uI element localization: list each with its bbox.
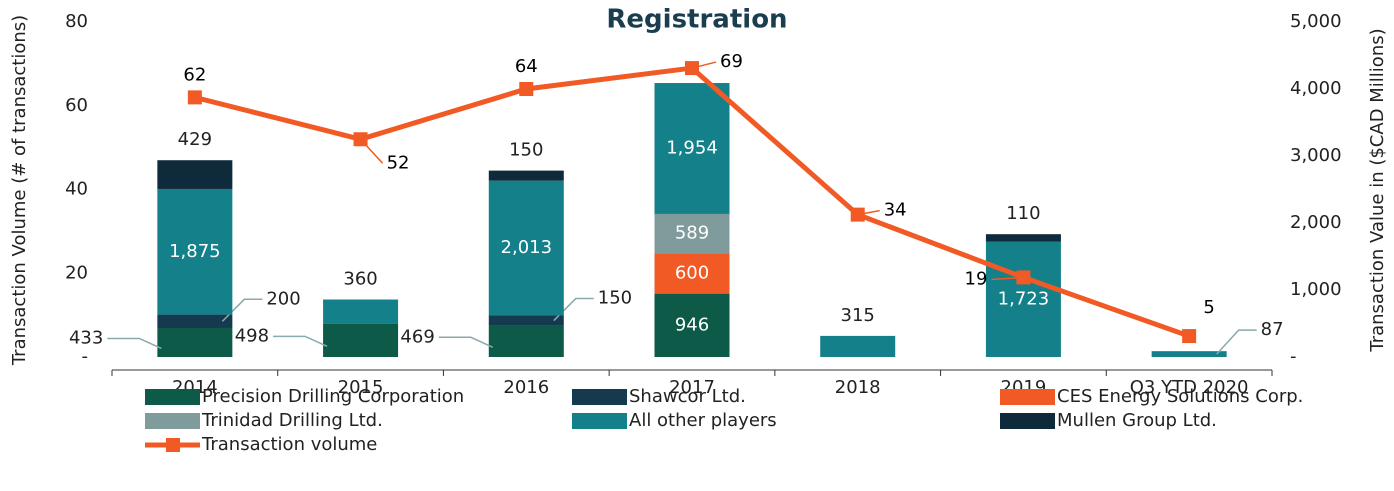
data-label: 110 [1006, 203, 1040, 224]
bar-segment [323, 299, 399, 324]
bar-segment [654, 213, 730, 254]
y-tick-label: 80 [65, 11, 88, 32]
bar-segment [820, 335, 896, 357]
bar-segment [488, 170, 564, 181]
legend-label: All other players [629, 410, 777, 431]
data-label: 429 [178, 129, 212, 150]
bar-segment [157, 314, 233, 328]
y2-tick-label: 1,000 [1290, 279, 1342, 300]
data-label: 2,013 [501, 237, 553, 258]
line-label: 19 [965, 268, 988, 289]
x-tick-label: 2017 [669, 377, 715, 398]
leader-line [691, 61, 717, 69]
bar-segment [654, 83, 730, 214]
legend-swatch [1000, 413, 1055, 429]
bar-segment [654, 293, 730, 357]
line-label: 69 [720, 51, 743, 72]
leader-line [438, 336, 494, 348]
bar-segment [1151, 351, 1227, 357]
line-label: 5 [1203, 297, 1214, 318]
line-marker [1182, 329, 1197, 344]
leader-line [857, 209, 880, 216]
bar-segment [157, 188, 233, 315]
line-label: 34 [884, 200, 907, 221]
y2-tick-label: - [1290, 346, 1297, 367]
legend-label: Transaction volume [201, 434, 377, 455]
bar-segment [323, 323, 399, 357]
y2-tick-label: 4,000 [1290, 78, 1342, 99]
bar-segment [654, 253, 730, 294]
bar-segment [488, 325, 564, 357]
y2-axis-title: Transaction Value in ($CAD Millions) [1367, 28, 1388, 352]
legend-swatch [572, 413, 627, 429]
leader-line [991, 276, 1024, 281]
legend-swatch [572, 389, 627, 405]
leader-line [1216, 329, 1257, 355]
data-label: 946 [675, 314, 709, 335]
data-label: 87 [1261, 319, 1284, 340]
y2-tick-label: 2,000 [1290, 212, 1342, 233]
x-tick-label: 2015 [338, 377, 384, 398]
y2-tick-label: 3,000 [1290, 145, 1342, 166]
bar-segment [157, 160, 233, 189]
chart-title: Registration [606, 5, 787, 35]
data-label: 150 [509, 140, 543, 161]
x-tick-label: 2016 [503, 377, 549, 398]
legend-label: Shawcor Ltd. [629, 386, 746, 407]
legend-label: Precision Drilling Corporation [202, 386, 464, 407]
bar-segment [157, 327, 233, 357]
data-label: 589 [675, 223, 709, 244]
leader-line [360, 138, 384, 164]
data-label: 200 [266, 288, 300, 309]
y-tick-label: - [82, 346, 89, 367]
data-label: 360 [343, 269, 377, 290]
data-label: 600 [675, 263, 709, 284]
data-label: 1,954 [666, 137, 718, 158]
line-marker [519, 82, 534, 96]
legend-label: CES Energy Solutions Corp. [1057, 386, 1303, 407]
data-label: 1,875 [169, 241, 221, 262]
y-tick-label: 20 [65, 262, 88, 283]
leader-line [273, 335, 328, 347]
line-marker [187, 90, 202, 105]
data-label: 1,723 [998, 288, 1050, 309]
legend-label: Mullen Group Ltd. [1057, 410, 1217, 431]
x-tick-label: Q3 YTD 2020 [1130, 377, 1249, 398]
line-label: 62 [183, 64, 206, 85]
legend-swatch [166, 438, 180, 452]
data-label: 315 [841, 305, 875, 326]
legend-swatch [145, 389, 200, 405]
data-label: 150 [598, 288, 632, 309]
legend-swatch [145, 413, 200, 429]
bar-segment [985, 241, 1061, 357]
leader-line [107, 337, 162, 350]
y-tick-label: 40 [65, 179, 88, 200]
data-label: 469 [400, 326, 434, 347]
y-axis-title: Transaction Volume (# of transactions) [9, 15, 30, 366]
legend-swatch [1000, 389, 1055, 405]
bar-segment [488, 180, 564, 316]
line-label: 52 [387, 152, 410, 173]
data-label: 498 [235, 325, 269, 346]
x-tick-label: 2018 [835, 377, 881, 398]
line-label: 64 [515, 56, 538, 77]
y2-tick-label: 5,000 [1290, 11, 1342, 32]
bar-segment [488, 315, 564, 326]
data-label: 433 [69, 327, 103, 348]
bar-segment [985, 234, 1061, 242]
y-tick-label: 60 [65, 95, 88, 116]
legend-label: Trinidad Drilling Ltd. [201, 410, 383, 431]
